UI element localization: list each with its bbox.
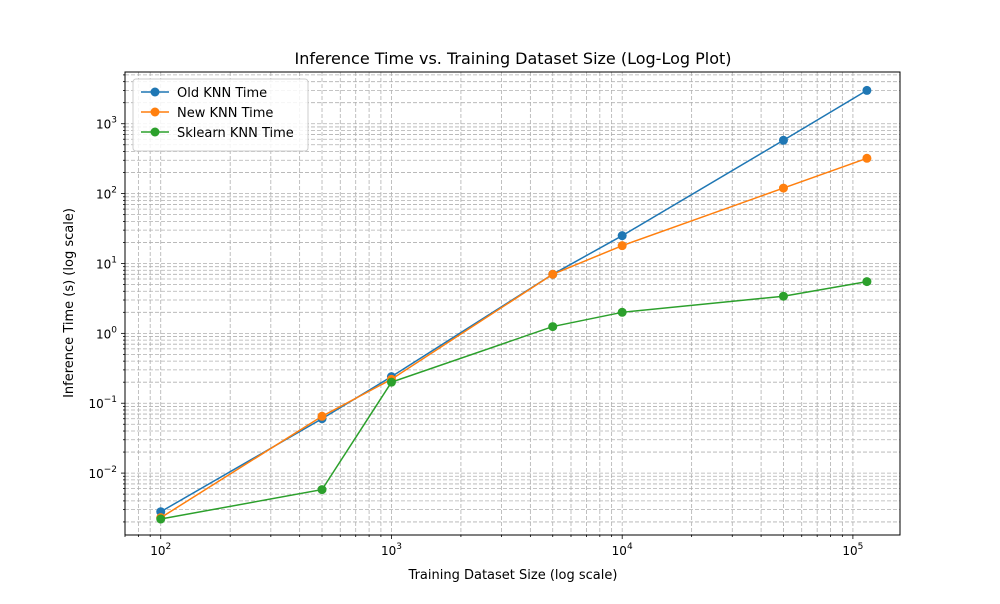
y-tick-label: 10−1 <box>88 395 117 411</box>
data-point <box>862 85 872 95</box>
legend-swatch-marker <box>150 127 160 137</box>
data-point <box>548 269 558 279</box>
data-point <box>617 307 627 317</box>
legend-swatch-marker <box>150 107 160 117</box>
data-point <box>778 135 788 145</box>
data-point <box>778 291 788 301</box>
data-point <box>778 183 788 193</box>
series-group <box>156 277 872 524</box>
data-point <box>156 514 166 524</box>
data-point <box>548 322 558 332</box>
legend-label: Old KNN Time <box>177 86 267 101</box>
y-tick-label: 103 <box>96 116 117 132</box>
x-axis-label: Training Dataset Size (log scale) <box>408 568 618 583</box>
legend-swatch-marker <box>150 87 160 97</box>
data-point <box>617 241 627 251</box>
y-tick-label: 101 <box>96 255 117 271</box>
y-tick-label: 102 <box>96 186 117 202</box>
chart-title: Inference Time vs. Training Dataset Size… <box>294 49 731 68</box>
data-point <box>317 411 327 421</box>
data-point <box>862 153 872 163</box>
data-point <box>617 231 627 241</box>
legend-box <box>132 78 309 152</box>
y-tick-label: 100 <box>96 325 117 341</box>
y-axis-label: Inference Time (s) (log scale) <box>62 208 77 398</box>
x-tick-label: 104 <box>612 542 633 558</box>
plot-area: 102 103 104 105 10−2 10−1 100 101 102 103 Old KNN … <box>88 71 901 558</box>
plot-frame <box>124 71 901 536</box>
legend: Old KNN Time New KNN Time Sklearn KNN Time <box>132 78 309 152</box>
data-point <box>386 377 396 387</box>
legend-label: New KNN Time <box>177 106 273 121</box>
x-tick-label: 105 <box>842 542 863 558</box>
x-tick-label: 102 <box>150 542 171 558</box>
y-tick-label: 10−2 <box>88 465 117 481</box>
grid-lines <box>124 72 900 535</box>
data-point <box>862 277 872 287</box>
legend-label: Sklearn KNN Time <box>177 126 294 141</box>
data-point <box>317 485 327 495</box>
x-tick-label: 103 <box>381 542 402 558</box>
